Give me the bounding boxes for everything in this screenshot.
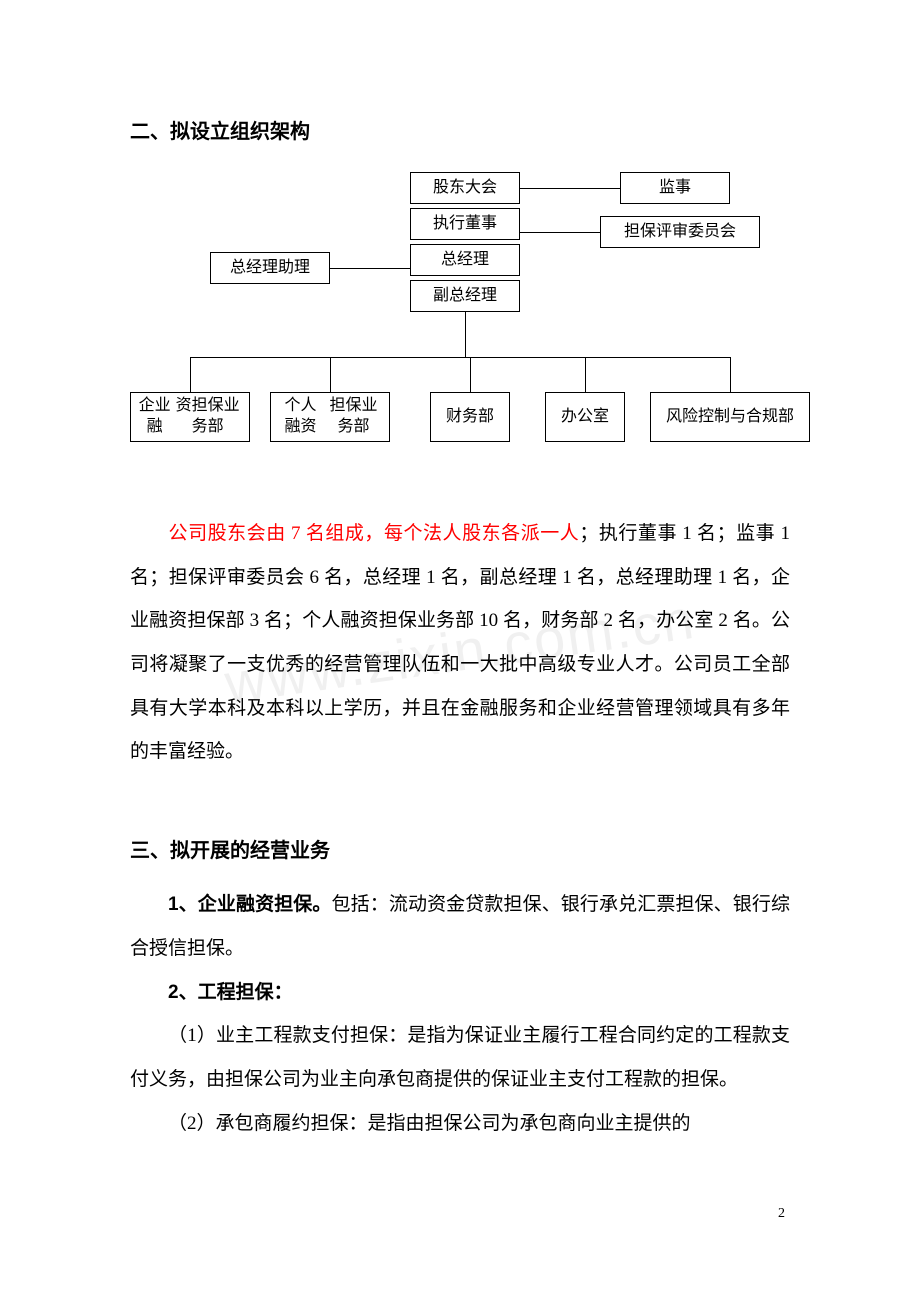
- org-chart-node: 企业融资担保业务部: [130, 392, 250, 442]
- org-chart-edge: [470, 357, 471, 392]
- list-item: 1、企业融资担保。包括：流动资金贷款担保、银行承兑汇票担保、银行综合授信担保。: [130, 883, 790, 970]
- org-chart-edge: [190, 357, 191, 392]
- section-2-heading: 二、拟设立组织架构: [130, 115, 790, 144]
- org-chart-node: 个人融资担保业务部: [270, 392, 390, 442]
- org-chart-node: 总经理助理: [210, 252, 330, 284]
- org-chart-edge: [520, 232, 600, 233]
- org-chart-node: 风险控制与合规部: [650, 392, 810, 442]
- org-chart-edge: [330, 357, 331, 392]
- org-chart-edge: [520, 188, 620, 189]
- sub-item: （1）业主工程款支付担保：是指为保证业主履行工程合同约定的工程款支付义务，由担保…: [130, 1014, 790, 1101]
- list-item: 2、工程担保：: [130, 971, 790, 1015]
- org-chart-node: 财务部: [430, 392, 510, 442]
- org-chart-node: 副总经理: [410, 280, 520, 312]
- section-2-paragraph: 公司股东会由 7 名组成，每个法人股东各派一人；执行董事 1 名；监事 1 名；…: [130, 512, 790, 774]
- org-chart-node: 办公室: [545, 392, 625, 442]
- section-3-body: 1、企业融资担保。包括：流动资金贷款担保、银行承兑汇票担保、银行综合授信担保。2…: [130, 883, 790, 1145]
- org-chart-node: 监事: [620, 172, 730, 204]
- page-number: 2: [778, 1206, 785, 1222]
- sub-item: （2）承包商履约担保：是指由担保公司为承包商向业主提供的: [130, 1102, 790, 1146]
- org-chart-node: 总经理: [410, 244, 520, 276]
- page-content: 二、拟设立组织架构 股东大会 监事执行董事 担保评审委员会总经理助理 总经理副总经理企…: [130, 115, 790, 1145]
- org-chart-node: 担保评审委员会: [600, 216, 760, 248]
- red-text: 公司股东会由 7 名组成，每个法人股东各派一人: [168, 523, 579, 544]
- org-chart: 股东大会 监事执行董事 担保评审委员会总经理助理 总经理副总经理企业融资担保业务部个人…: [130, 172, 790, 472]
- section-3-heading: 三、拟开展的经营业务: [130, 834, 790, 863]
- org-chart-node: 股东大会: [410, 172, 520, 204]
- org-chart-edge: [730, 357, 731, 392]
- org-chart-node: 执行董事: [410, 208, 520, 240]
- paragraph-rest: ；执行董事 1 名；监事 1 名；担保评审委员会 6 名，总经理 1 名，副总经…: [130, 523, 790, 762]
- org-chart-edge: [190, 357, 730, 358]
- org-chart-edge: [465, 312, 466, 357]
- org-chart-edge: [585, 357, 586, 392]
- org-chart-edge: [330, 268, 410, 269]
